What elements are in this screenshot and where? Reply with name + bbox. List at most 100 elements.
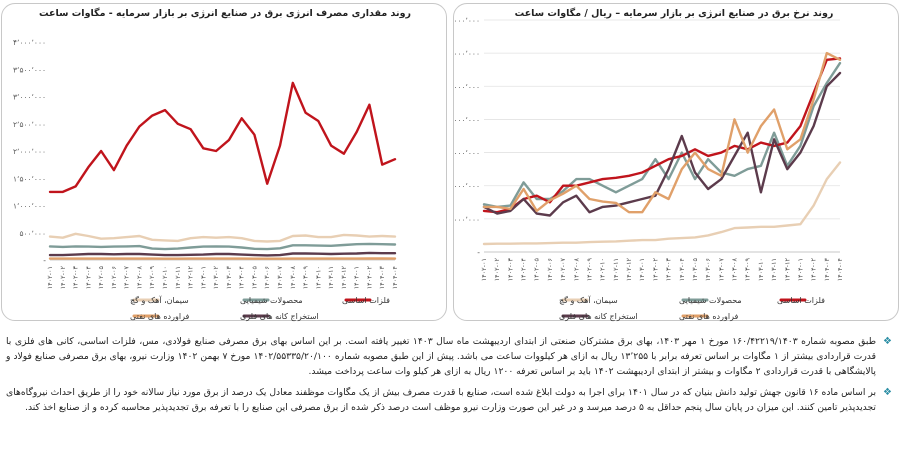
legend-label-mining: استخراج کانه های فلزی bbox=[559, 312, 638, 321]
y-tick-label: ۲٬۵۰۰٬۰۰۰ bbox=[13, 120, 46, 129]
series-line-petroleum bbox=[482, 51, 842, 214]
x-tick-label: ۱۴۰۳-۰۹ bbox=[744, 257, 752, 281]
chart-panel-price: روند نرخ برق در صنایع انرژی بر بازار سرم… bbox=[453, 3, 899, 321]
x-tick-label: ۱۴۰۲-۰۵ bbox=[533, 257, 541, 281]
legend-label-petroleum: فراورده های نفتی bbox=[130, 312, 189, 321]
x-tick-label: ۱۴۰۲-۰۴ bbox=[520, 257, 528, 281]
x-tick-label: ۱۴۰۲-۱۰ bbox=[161, 266, 169, 289]
x-tick-label: ۱۴۰۳-۰۲ bbox=[651, 257, 659, 281]
x-tick-label: ۱۴۰۴-۰۴ bbox=[391, 265, 399, 289]
x-tick-label: ۱۴۰۲-۱۱ bbox=[612, 258, 620, 281]
x-tick-label: ۱۴۰۳-۰۹ bbox=[302, 265, 310, 289]
note-item: ❖ طبق مصوبه شماره ۱۶۰/۴۲۲۱۹/۱۴۰۳ مورخ ۱ … bbox=[6, 334, 894, 379]
x-tick-label: ۱۴۰۳-۱۲ bbox=[340, 265, 348, 289]
x-tick-label: ۱۴۰۳-۰۳ bbox=[665, 257, 673, 281]
x-tick-label: ۱۴۰۲-۰۲ bbox=[493, 257, 501, 281]
legend-label-mining: استخراج کانه های فلزی bbox=[240, 312, 319, 321]
x-tick-label: ۱۴۰۳-۱۰ bbox=[314, 266, 322, 289]
series-line-basic_metals bbox=[482, 57, 842, 214]
x-tick-label: ۱۴۰۳-۰۴ bbox=[238, 265, 246, 289]
legend-label-basic_metals: فلزات اساسی bbox=[777, 296, 825, 305]
note-item: ❖ بر اساس ماده ۱۶ قانون جهش تولید دانش ب… bbox=[6, 385, 894, 415]
x-tick-label: ۱۴۰۲-۰۹ bbox=[585, 257, 593, 281]
x-tick-label: ۱۴۰۲-۰۹ bbox=[148, 265, 156, 289]
y-tick-label: ۱٬۵۰۰٬۰۰۰ bbox=[13, 174, 46, 183]
x-tick-label: ۱۴۰۲-۰۶ bbox=[110, 266, 118, 289]
note-text: بر اساس ماده ۱۶ قانون جهش تولید دانش بنی… bbox=[6, 387, 877, 413]
x-tick-label: ۱۴۰۴-۰۲ bbox=[810, 257, 818, 281]
y-tick-label: ۱۵۰٬۰۰۰٬۰۰۰ bbox=[454, 149, 480, 158]
legend-label-chemical: محصولات شیمیایی bbox=[679, 296, 742, 305]
chart-title: روند نرخ برق در صنایع انرژی بر بازار سرم… bbox=[515, 7, 834, 19]
x-tick-label: ۱۴۰۲-۰۸ bbox=[572, 257, 580, 281]
x-tick-label: ۱۴۰۲-۰۳ bbox=[72, 265, 80, 289]
consumption-chart: روند مقداری مصرف انرژی برق در صنایع انرژ… bbox=[13, 7, 411, 321]
x-tick-label: ۱۴۰۳-۱۱ bbox=[770, 258, 778, 281]
x-tick-label: ۱۴۰۳-۰۴ bbox=[678, 257, 686, 281]
x-tick-label: ۱۴۰۲-۰۴ bbox=[84, 265, 92, 289]
x-tick-label: ۱۴۰۲-۱۰ bbox=[599, 258, 607, 281]
series-line-cement bbox=[48, 232, 397, 243]
chart-panel-consumption: روند مقداری مصرف انرژی برق در صنایع انرژ… bbox=[1, 3, 447, 321]
x-tick-label: ۱۴۰۲-۰۳ bbox=[506, 257, 514, 281]
x-tick-label: ۱۴۰۳-۰۶ bbox=[263, 266, 271, 289]
x-tick-label: ۱۴۰۳-۱۲ bbox=[783, 257, 791, 281]
diamond-icon: ❖ bbox=[883, 387, 892, 398]
x-tick-label: ۱۴۰۳-۰۱ bbox=[638, 258, 646, 281]
y-tick-label: ۲۰۰٬۰۰۰٬۰۰۰ bbox=[454, 115, 480, 124]
y-tick-label: ۵۰٬۰۰۰٬۰۰۰ bbox=[454, 215, 480, 224]
y-tick-label: ۳٬۵۰۰٬۰۰۰ bbox=[13, 65, 46, 74]
x-tick-label: ۱۴۰۴-۰۱ bbox=[796, 258, 804, 281]
x-tick-label: ۱۴۰۳-۰۲ bbox=[212, 265, 220, 289]
x-tick-label: ۱۴۰۲-۰۷ bbox=[123, 265, 131, 289]
x-tick-label: ۱۴۰۲-۰۸ bbox=[135, 265, 143, 289]
legend-label-cement: سیمان، آهک و گچ bbox=[559, 295, 618, 305]
x-tick-label: ۱۴۰۳-۰۷ bbox=[717, 257, 725, 281]
series-line-mining bbox=[48, 251, 397, 257]
note-text: طبق مصوبه شماره ۱۶۰/۴۲۲۱۹/۱۴۰۳ مورخ ۱ مه… bbox=[6, 336, 877, 377]
legend-label-basic_metals: فلزات اساسی bbox=[342, 296, 390, 305]
x-tick-label: ۱۴۰۲-۰۵ bbox=[97, 265, 105, 289]
x-tick-label: ۱۴۰۴-۰۱ bbox=[353, 266, 361, 289]
diamond-icon: ❖ bbox=[883, 336, 892, 347]
x-tick-label: ۱۴۰۳-۰۱ bbox=[199, 266, 207, 289]
x-tick-label: ۱۴۰۲-۰۱ bbox=[46, 266, 54, 289]
x-tick-label: ۱۴۰۳-۰۳ bbox=[225, 265, 233, 289]
x-tick-label: ۱۴۰۴-۰۲ bbox=[365, 265, 373, 289]
y-tick-label: ۳۵۰٬۰۰۰٬۰۰۰ bbox=[454, 16, 480, 25]
y-tick-label: ۳٬۰۰۰٬۰۰۰ bbox=[13, 93, 46, 102]
legend-label-petroleum: فراورده های نفتی bbox=[679, 312, 738, 321]
legend-label-chemical: محصولات شیمیایی bbox=[240, 296, 303, 305]
y-tick-label: ۳۰۰٬۰۰۰٬۰۰۰ bbox=[454, 49, 480, 58]
x-tick-label: ۱۴۰۳-۰۸ bbox=[731, 257, 739, 281]
chart-title: روند مقداری مصرف انرژی برق در صنایع انرژ… bbox=[39, 7, 411, 19]
y-tick-label: ۲٬۰۰۰٬۰۰۰ bbox=[13, 147, 46, 156]
series-line-chemical bbox=[48, 242, 397, 251]
legend-label-cement: سیمان، آهک و گچ bbox=[130, 295, 189, 305]
series-line-mining bbox=[482, 71, 842, 217]
notes-section: ❖ طبق مصوبه شماره ۱۶۰/۴۲۲۱۹/۱۴۰۳ مورخ ۱ … bbox=[6, 334, 894, 421]
y-tick-label: ۱٬۰۰۰٬۰۰۰ bbox=[13, 202, 46, 211]
x-tick-label: ۱۴۰۲-۱۲ bbox=[625, 257, 633, 281]
y-tick-label: ۱۰۰٬۰۰۰٬۰۰۰ bbox=[454, 182, 480, 191]
x-tick-label: ۱۴۰۳-۰۶ bbox=[704, 258, 712, 281]
price-chart: روند نرخ برق در صنایع انرژی بر بازار سرم… bbox=[454, 7, 844, 321]
x-tick-label: ۱۴۰۳-۱۰ bbox=[757, 258, 765, 281]
x-tick-label: ۱۴۰۲-۰۲ bbox=[59, 265, 67, 289]
x-tick-label: ۱۴۰۳-۰۵ bbox=[691, 257, 699, 281]
x-tick-label: ۱۴۰۴-۰۴ bbox=[836, 257, 844, 281]
y-tick-label: - bbox=[43, 256, 46, 265]
x-tick-label: ۱۴۰۲-۰۱ bbox=[480, 258, 488, 281]
y-tick-label: ۲۵۰٬۰۰۰٬۰۰۰ bbox=[454, 82, 480, 91]
x-tick-label: ۱۴۰۲-۱۲ bbox=[187, 265, 195, 289]
x-tick-label: ۱۴۰۴-۰۳ bbox=[378, 265, 386, 289]
x-tick-label: ۱۴۰۳-۰۸ bbox=[289, 265, 297, 289]
y-tick-label: ۵۰۰٬۰۰۰ bbox=[19, 229, 46, 238]
x-tick-label: ۱۴۰۲-۰۷ bbox=[559, 257, 567, 281]
x-tick-label: ۱۴۰۳-۰۵ bbox=[250, 265, 258, 289]
y-tick-label: - bbox=[477, 248, 480, 257]
x-tick-label: ۱۴۰۳-۰۷ bbox=[276, 265, 284, 289]
series-line-basic_metals bbox=[48, 81, 397, 194]
x-tick-label: ۱۴۰۲-۰۶ bbox=[546, 258, 554, 281]
x-tick-label: ۱۴۰۴-۰۳ bbox=[823, 257, 831, 281]
